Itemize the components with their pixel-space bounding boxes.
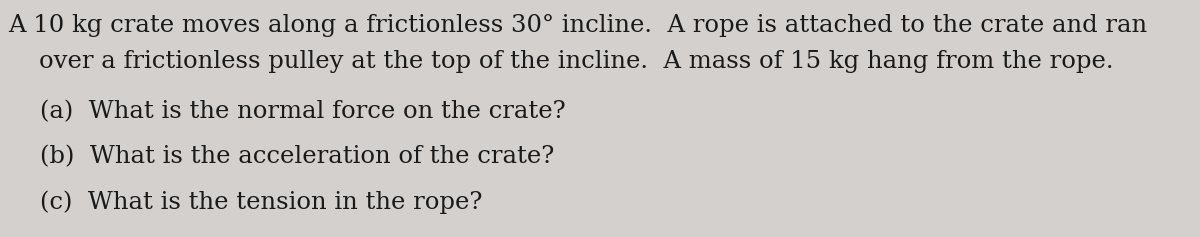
Text: (b)  What is the acceleration of the crate?: (b) What is the acceleration of the crat… xyxy=(40,145,554,168)
Text: over a frictionless pulley at the top of the incline.  A mass of 15 kg hang from: over a frictionless pulley at the top of… xyxy=(8,50,1114,73)
Text: A 10 kg crate moves along a frictionless 30° incline.  A rope is attached to the: A 10 kg crate moves along a frictionless… xyxy=(8,14,1147,37)
Text: (a)  What is the normal force on the crate?: (a) What is the normal force on the crat… xyxy=(40,100,565,123)
Text: (c)  What is the tension in the rope?: (c) What is the tension in the rope? xyxy=(40,190,482,214)
